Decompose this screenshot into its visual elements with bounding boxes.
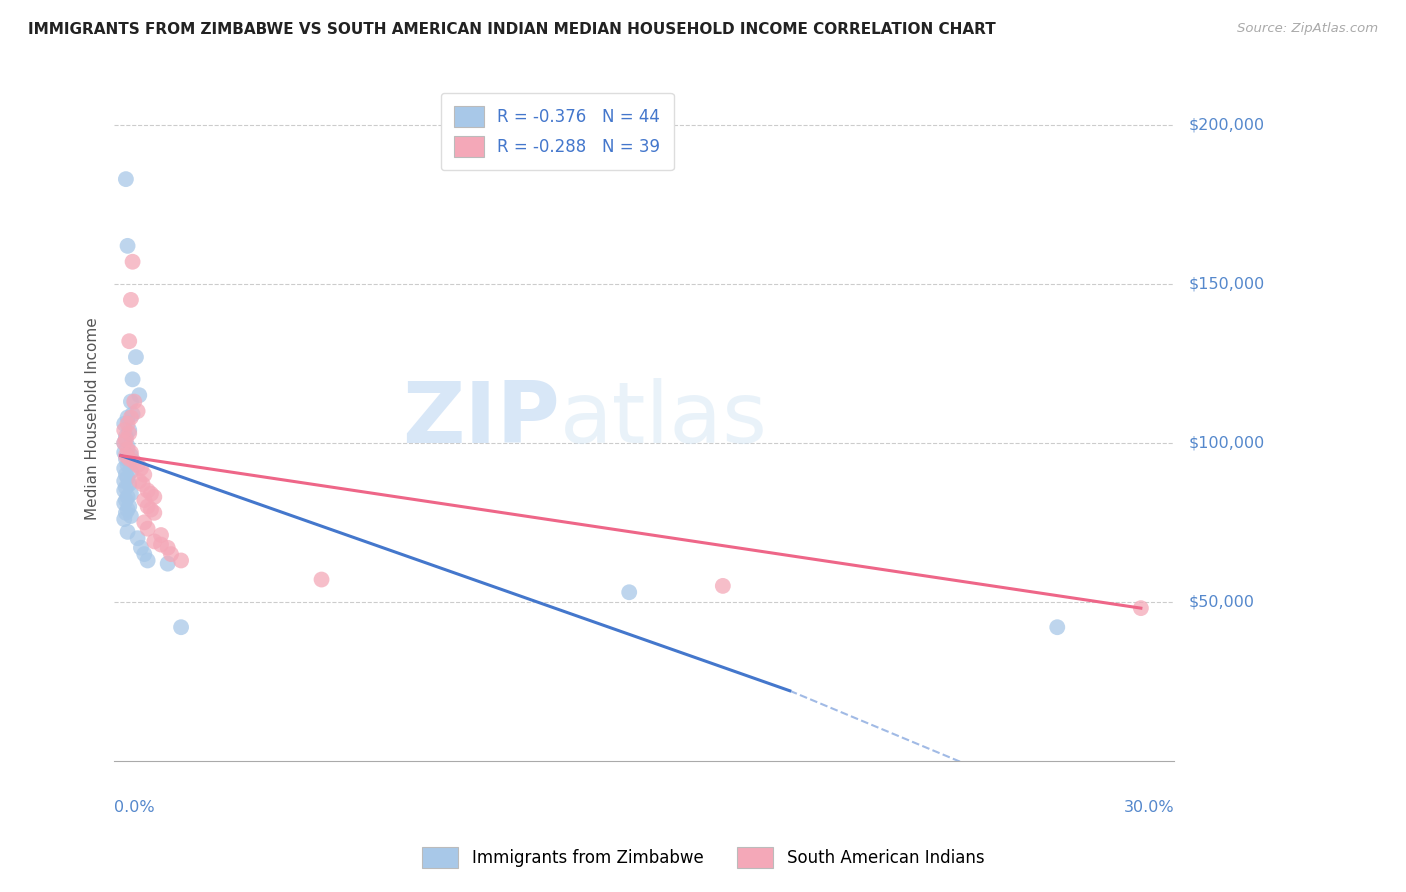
Point bbox=[134, 516, 156, 530]
Point bbox=[139, 502, 162, 516]
Legend: R = -0.376   N = 44, R = -0.288   N = 39: R = -0.376 N = 44, R = -0.288 N = 39 bbox=[440, 93, 673, 170]
Point bbox=[128, 474, 150, 488]
Point bbox=[143, 534, 166, 549]
Point bbox=[120, 410, 142, 425]
Text: IMMIGRANTS FROM ZIMBABWE VS SOUTH AMERICAN INDIAN MEDIAN HOUSEHOLD INCOME CORREL: IMMIGRANTS FROM ZIMBABWE VS SOUTH AMERIC… bbox=[28, 22, 995, 37]
Point bbox=[117, 439, 139, 453]
Point bbox=[112, 483, 135, 498]
Point bbox=[120, 465, 142, 479]
Point bbox=[115, 433, 138, 447]
Point bbox=[118, 500, 141, 514]
Legend: Immigrants from Zimbabwe, South American Indians: Immigrants from Zimbabwe, South American… bbox=[415, 840, 991, 875]
Point bbox=[1046, 620, 1069, 634]
Point bbox=[117, 471, 139, 485]
Point bbox=[117, 490, 139, 504]
Point bbox=[122, 455, 145, 469]
Point bbox=[711, 579, 734, 593]
Point bbox=[139, 487, 162, 501]
Point bbox=[112, 417, 135, 431]
Point bbox=[136, 500, 159, 514]
Point bbox=[112, 474, 135, 488]
Point bbox=[136, 522, 159, 536]
Point bbox=[122, 394, 145, 409]
Point bbox=[112, 436, 135, 450]
Text: $50,000: $50,000 bbox=[1188, 594, 1254, 609]
Point bbox=[118, 426, 141, 441]
Point bbox=[150, 528, 173, 542]
Text: 0.0%: 0.0% bbox=[114, 799, 155, 814]
Point bbox=[120, 508, 142, 523]
Text: ZIP: ZIP bbox=[402, 377, 560, 460]
Text: Source: ZipAtlas.com: Source: ZipAtlas.com bbox=[1237, 22, 1378, 36]
Point bbox=[115, 493, 138, 508]
Point bbox=[160, 547, 183, 561]
Point bbox=[115, 172, 138, 186]
Text: 30.0%: 30.0% bbox=[1123, 799, 1174, 814]
Y-axis label: Median Household Income: Median Household Income bbox=[86, 318, 100, 520]
Point bbox=[115, 506, 138, 520]
Point bbox=[156, 557, 179, 571]
Point bbox=[125, 350, 148, 364]
Point bbox=[311, 573, 333, 587]
Point bbox=[115, 429, 138, 443]
Text: $200,000: $200,000 bbox=[1188, 118, 1264, 133]
Point bbox=[115, 480, 138, 494]
Point bbox=[120, 445, 142, 459]
Point bbox=[115, 449, 138, 463]
Text: atlas: atlas bbox=[560, 377, 768, 460]
Point bbox=[127, 404, 149, 418]
Point bbox=[150, 538, 173, 552]
Point bbox=[121, 254, 143, 268]
Point bbox=[134, 547, 156, 561]
Point bbox=[121, 407, 143, 421]
Point bbox=[120, 449, 142, 463]
Point bbox=[128, 388, 150, 402]
Point bbox=[120, 293, 142, 307]
Point bbox=[112, 445, 135, 459]
Text: $150,000: $150,000 bbox=[1188, 277, 1264, 292]
Point bbox=[129, 541, 152, 555]
Point bbox=[136, 553, 159, 567]
Point bbox=[120, 487, 142, 501]
Point bbox=[170, 553, 193, 567]
Point bbox=[127, 531, 149, 545]
Point bbox=[121, 372, 143, 386]
Point bbox=[129, 461, 152, 475]
Point bbox=[117, 524, 139, 539]
Point bbox=[117, 239, 139, 253]
Point bbox=[134, 493, 156, 508]
Point bbox=[127, 458, 149, 472]
Point bbox=[117, 410, 139, 425]
Point bbox=[112, 512, 135, 526]
Point bbox=[112, 423, 135, 437]
Point bbox=[118, 451, 141, 466]
Point bbox=[112, 461, 135, 475]
Point bbox=[117, 417, 139, 431]
Point bbox=[112, 496, 135, 510]
Point bbox=[118, 334, 141, 349]
Point bbox=[143, 490, 166, 504]
Point bbox=[118, 477, 141, 491]
Text: $100,000: $100,000 bbox=[1188, 435, 1264, 450]
Point bbox=[134, 467, 156, 482]
Point bbox=[1129, 601, 1152, 615]
Point bbox=[136, 483, 159, 498]
Point bbox=[156, 541, 179, 555]
Point bbox=[117, 442, 139, 457]
Point bbox=[115, 467, 138, 482]
Point bbox=[117, 502, 139, 516]
Point bbox=[112, 436, 135, 450]
Point bbox=[120, 394, 142, 409]
Point bbox=[117, 458, 139, 472]
Point bbox=[118, 455, 141, 469]
Point bbox=[170, 620, 193, 634]
Point bbox=[115, 451, 138, 466]
Point bbox=[118, 423, 141, 437]
Point bbox=[619, 585, 641, 599]
Point bbox=[143, 506, 166, 520]
Point bbox=[131, 477, 153, 491]
